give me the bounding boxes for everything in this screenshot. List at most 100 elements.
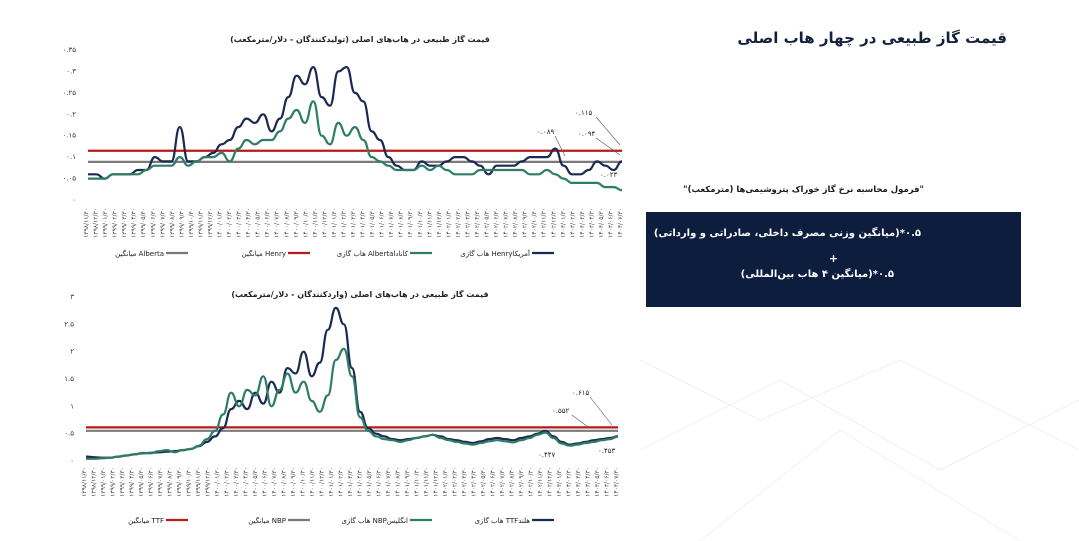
y-tick-label: ۰ [72, 196, 76, 204]
x-tick-label: ۱۴۰۰/۰۷/۳۰ [271, 467, 278, 497]
x-tick-label: ۱۴۰۲/۰۳/۳۰ [464, 208, 471, 238]
series-lines [87, 66, 623, 192]
x-tick-label: ۱۴۰۲/۱۱/۳۰ [541, 208, 548, 238]
x-tick-label: ۱۴۰۱/۰۷/۳۰ [385, 467, 392, 497]
x-tick-label: ۱۳۹۹/۰۶/۳۰ [148, 467, 155, 497]
legend-label: هاب گازی Albertaکانادا [337, 249, 409, 258]
y-tick-label: ۰.۲ [66, 110, 76, 118]
x-tick-label: ۱۴۰۲/۰۶/۳۰ [493, 208, 500, 238]
x-tick-label: ۱۴۰۰/۰۱/۳۰ [217, 208, 224, 238]
y-tick-label: ۰.۲۵ [62, 89, 76, 97]
x-tick-label: ۱۳۹۹/۱۱/۳۰ [197, 208, 204, 238]
legend-label: هاب گازی NBPانگلیس [341, 516, 408, 525]
x-tick-label: ۱۴۰۱/۰۸/۳۰ [395, 467, 402, 497]
x-tick-label: ۱۴۰۲/۱۲/۳۰ [547, 467, 554, 497]
x-tick-label: ۱۴۰۱/۰۶/۳۰ [379, 208, 386, 238]
x-tick-label: ۱۴۰۰/۰۳/۳۰ [236, 208, 243, 238]
x-tick-label: ۱۳۹۹/۰۹/۳۰ [176, 467, 183, 497]
x-tick-label: ۱۴۰۱/۱۰/۳۰ [414, 467, 421, 497]
y-tick-label: ۲ [70, 348, 74, 356]
x-tick-label: ۱۴۰۱/۰۷/۳۰ [388, 208, 395, 238]
x-tick-label: ۱۴۰۲/۰۱/۳۰ [442, 467, 449, 497]
x-tick-label: ۱۴۰۲/۰۷/۳۰ [503, 208, 510, 238]
x-tick-label: ۱۴۰۱/۱۱/۳۰ [426, 208, 433, 238]
x-tick-label: ۱۴۰۳/۰۴/۳۰ [588, 208, 595, 238]
x-tick-label: ۱۳۹۹/۰۹/۳۰ [178, 208, 185, 238]
x-tick-label: ۱۴۰۲/۰۲/۳۰ [455, 208, 462, 238]
y-axis: ۰ ۰.۰۵ ۰.۱ ۰.۱۵ ۰.۲ ۰.۲۵ ۰.۳ ۰.۳۵ [62, 46, 76, 204]
x-tick-label: ۱۳۹۹/۰۸/۳۰ [169, 208, 176, 238]
legend-label: هاب گازی Henryآمریکا [460, 249, 531, 258]
x-tick-label: ۱۴۰۰/۰۴/۳۰ [245, 208, 252, 238]
x-tick-label: ۱۳۹۹/۰۱/۳۰ [102, 208, 109, 238]
annotation-nbp-last: ۰.۴۴۷ [538, 451, 556, 459]
x-tick-label: ۱۴۰۰/۰۶/۳۰ [264, 208, 271, 238]
x-tick-label: ۱۴۰۱/۱۰/۳۰ [417, 208, 424, 238]
legend-label: میانگین NBP [248, 516, 286, 525]
x-tick-label: ۱۴۰۲/۰۵/۳۰ [484, 208, 491, 238]
x-tick-label: ۱۴۰۱/۰۴/۳۰ [357, 467, 364, 497]
x-tick-label: ۱۴۰۳/۰۶/۳۰ [607, 208, 614, 238]
x-tick-label: ۱۴۰۲/۰۵/۳۰ [480, 467, 487, 497]
x-tick-label: ۱۳۹۹/۰۲/۳۰ [112, 208, 119, 238]
x-tick-label: ۱۴۰۲/۰۳/۳۰ [461, 467, 468, 497]
x-tick-label: ۱۴۰۰/۱۲/۳۰ [321, 208, 328, 238]
y-tick-label: ۱ [70, 402, 74, 410]
chart-title: قیمت گاز طبیعی در هاب‌های اصلی (واردکنند… [231, 289, 488, 299]
y-tick-label: ۰.۵ [64, 430, 74, 438]
chart-producers: قیمت گاز طبیعی در هاب‌های اصلی (تولیدکنن… [62, 34, 624, 258]
x-tick-label: ۱۳۹۸/۱۱/۳۰ [83, 208, 90, 238]
x-tick-label: ۱۳۹۹/۱۲/۳۰ [205, 467, 212, 497]
x-tick-label: ۱۳۹۹/۱۰/۳۰ [186, 467, 193, 497]
x-tick-label: ۱۴۰۰/۰۵/۳۰ [255, 208, 262, 238]
x-tick-label: ۱۴۰۰/۰۴/۳۰ [243, 467, 250, 497]
legend-label: میانگین Henry [241, 249, 286, 258]
y-tick-label: ۰.۳۵ [62, 46, 76, 54]
page-title: قیمت گاز طبیعی در چهار هاب اصلی [737, 29, 1007, 47]
x-tick-label: ۱۴۰۲/۰۷/۳۰ [499, 467, 506, 497]
y-tick-label: ۰.۱ [66, 153, 76, 161]
x-tick-label: ۱۴۰۲/۰۴/۳۰ [471, 467, 478, 497]
x-tick-label: ۱۳۹۹/۰۵/۳۰ [140, 208, 147, 238]
formula-line-2: ۰.۵*(میانگین ۴ هاب بین‌المللی) [740, 269, 894, 280]
x-tick-label: ۱۳۹۹/۰۷/۳۰ [157, 467, 164, 497]
x-tick-label: ۱۳۹۹/۰۸/۳۰ [167, 467, 174, 497]
x-tick-label: ۱۳۹۹/۰۴/۳۰ [129, 467, 136, 497]
x-tick-label: ۱۴۰۰/۰۷/۳۰ [274, 208, 281, 238]
formula-box: ۰.۵*(میانگین وزنی مصرف داخلی، صادراتی و … [646, 212, 1021, 307]
x-tick-label: ۱۴۰۳/۰۵/۳۰ [598, 208, 605, 238]
y-axis: ۰ ۰.۵ ۱ ۱.۵ ۲ ۲.۵ ۳ [64, 293, 74, 465]
x-tick-label: ۱۳۹۸/۱۲/۳۰ [91, 467, 98, 497]
x-tick-label: ۱۴۰۳/۰۱/۳۰ [556, 467, 563, 497]
x-axis: ۱۳۹۸/۱۱/۳۰ ۱۳۹۸/۱۲/۳۰ ۱۳۹۹/۰۱/۳۰ ۱۳۹۹/۰۲/۳۰… [81, 467, 620, 497]
x-tick-label: ۱۴۰۳/۰۳/۳۰ [575, 467, 582, 497]
x-tick-label: ۱۴۰۰/۱۰/۳۰ [300, 467, 307, 497]
series-lines [85, 306, 619, 460]
legend-label: هاب گازی TTFهلند [475, 516, 531, 525]
x-tick-label: ۱۴۰۲/۰۹/۳۰ [518, 467, 525, 497]
series-line-0 [87, 66, 623, 180]
x-tick-label: ۱۴۰۰/۰۱/۳۰ [214, 467, 221, 497]
x-tick-label: ۱۴۰۱/۱۲/۳۰ [433, 467, 440, 497]
x-tick-label: ۱۴۰۲/۰۲/۳۰ [452, 467, 459, 497]
x-tick-label: ۱۴۰۱/۰۱/۳۰ [331, 208, 338, 238]
x-tick-label: ۱۴۰۳/۰۶/۳۰ [604, 467, 611, 497]
x-tick-label: ۱۳۹۸/۱۲/۳۰ [93, 208, 100, 238]
y-tick-label: ۲.۵ [64, 320, 74, 328]
legend: هاب گازی Henryآمریکا هاب گازی Albertaکانا… [115, 249, 554, 258]
x-tick-label: ۱۴۰۲/۰۴/۳۰ [474, 208, 481, 238]
x-tick-label: ۱۴۰۰/۰۹/۳۰ [290, 467, 297, 497]
x-tick-label: ۱۴۰۱/۰۸/۳۰ [398, 208, 405, 238]
average-lines [88, 149, 622, 163]
x-tick-label: ۱۴۰۱/۱۱/۳۰ [423, 467, 430, 497]
annotations: ۰.۱۱۵ ۰.۰۹۴ ۰.۰۸۹ ۰.۰۲۳ [537, 109, 621, 179]
y-tick-label: ۰.۳ [66, 67, 76, 75]
series-line-1 [86, 347, 619, 460]
x-tick-label: ۱۴۰۱/۰۲/۳۰ [340, 208, 347, 238]
annotation-ttf-avg: ۰.۶۱۵ [572, 389, 590, 397]
x-tick-label: ۱۴۰۳/۰۱/۳۰ [560, 208, 567, 238]
x-tick-label: ۱۳۹۹/۱۱/۳۰ [195, 467, 202, 497]
background-decoration [640, 359, 1079, 541]
x-tick-label: ۱۴۰۳/۰۲/۳۰ [569, 208, 576, 238]
x-tick-label: ۱۴۰۳/۰۲/۳۰ [566, 467, 573, 497]
